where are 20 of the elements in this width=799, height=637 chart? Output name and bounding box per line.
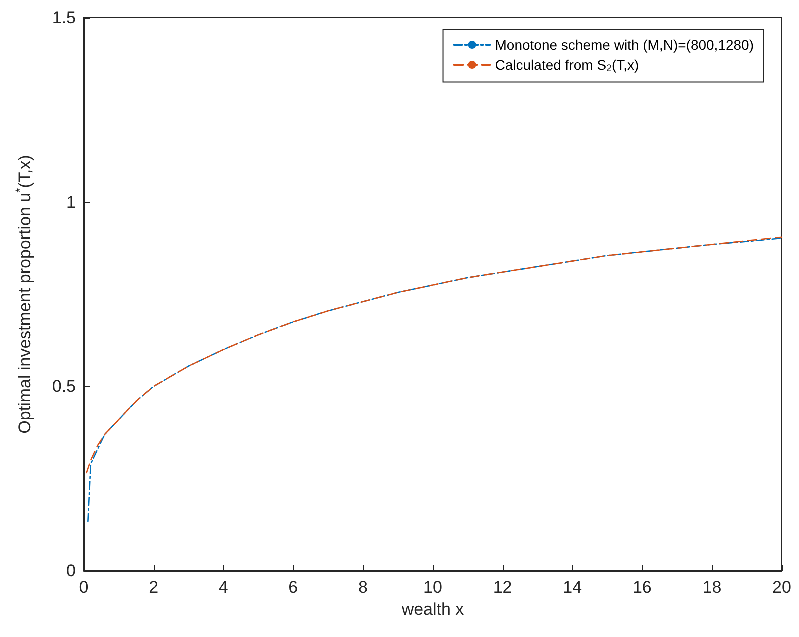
y-tick-label: 0.5 <box>52 377 76 396</box>
x-tick-label: 16 <box>632 578 652 597</box>
x-tick-label: 20 <box>772 578 792 597</box>
x-tick-label: 18 <box>702 578 722 597</box>
y-tick-label: 0 <box>66 562 76 580</box>
line-series <box>88 238 783 522</box>
y-tick-label: 1.5 <box>52 8 76 28</box>
y-tick-label: 1 <box>66 192 76 212</box>
x-tick-label: 0 <box>79 578 89 597</box>
x-tick-label: 10 <box>424 578 442 597</box>
legend-label: Monotone scheme with (M,N)=(800,1280) <box>495 37 754 53</box>
x-tick-label: 2 <box>149 578 159 597</box>
x-tick-label: 4 <box>218 578 228 597</box>
y-axis-title: Optimal investment proportion u*(T,x) <box>12 155 34 434</box>
x-tick-label: 12 <box>493 578 512 597</box>
x-axis-title: wealth x <box>400 600 465 619</box>
x-tick-label: 8 <box>358 578 368 597</box>
x-tick-label: 14 <box>563 578 582 597</box>
x-tick-label: 6 <box>288 578 298 597</box>
line-series <box>86 236 783 474</box>
